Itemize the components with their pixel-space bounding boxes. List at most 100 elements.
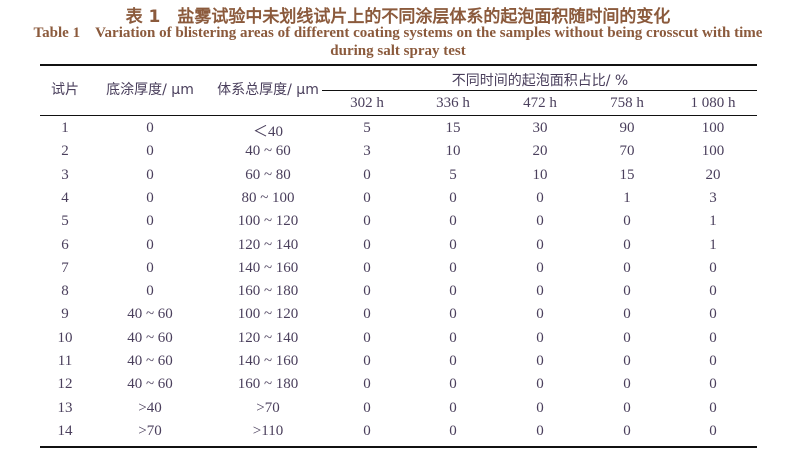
table-cell: 0 (363, 306, 371, 323)
table-cell: 3 (363, 143, 371, 160)
table-cell: 0 (449, 353, 457, 369)
table-cell: 0 (536, 259, 544, 276)
header-total-thickness: 体系总厚度/ μm (217, 82, 319, 98)
table-cell: 3 (709, 189, 717, 206)
table-cell: 100 (701, 120, 725, 136)
table-cell: 12 (57, 376, 73, 393)
table-cell: 0 (146, 213, 154, 230)
table-cell: 10 (445, 143, 461, 160)
table-cell: 0 (536, 353, 544, 369)
table-cell: 0 (146, 236, 154, 253)
table-cell: 0 (449, 399, 457, 416)
table-cell: 0 (363, 353, 371, 369)
table-cell: 0 (536, 306, 544, 323)
table-cell: 0 (146, 120, 154, 136)
header-time: 472 h (523, 95, 557, 111)
table-cell: 0 (536, 189, 544, 206)
table-cell: 0 (623, 376, 631, 393)
top-rule (40, 64, 757, 66)
table-cell: 0 (146, 143, 154, 160)
table-cell: 10 (57, 329, 73, 346)
table-cell: 0 (536, 399, 544, 416)
table-cell: 0 (146, 189, 154, 206)
table-cell: 0 (623, 283, 631, 300)
table-cell: 0 (709, 259, 717, 276)
table-cell: 20 (705, 166, 721, 183)
table-cell: 0 (363, 189, 371, 206)
table-cell: 0 (146, 166, 154, 183)
table-cell: 100 ~ 120 (237, 213, 299, 230)
table-cell: 0 (449, 259, 457, 276)
table-cell: ＜40 (252, 124, 284, 140)
table-cell: 0 (623, 353, 631, 369)
table-cell: 6 (61, 236, 69, 253)
table-cell: 1 (709, 213, 717, 230)
table-cell: 0 (623, 399, 631, 416)
table-cell: 8 (61, 283, 69, 300)
header-time: 302 h (350, 95, 384, 111)
table-cell: 120 ~ 140 (237, 329, 299, 346)
table-cell: 0 (449, 189, 457, 206)
table-cell: 40 ~ 60 (127, 353, 173, 369)
table-cell: 1 (61, 120, 69, 136)
table-cell: 15 (445, 120, 461, 136)
table-cell: 15 (619, 166, 635, 183)
table-cell: 40 ~ 60 (127, 376, 173, 393)
table-cell: 100 ~ 120 (237, 306, 299, 323)
table-cell: 14 (57, 422, 73, 439)
header-time: 336 h (436, 95, 470, 111)
table-cell: 2 (61, 143, 69, 160)
table-cell: 0 (363, 236, 371, 253)
table-cell: 0 (449, 283, 457, 300)
header-blister-area-group: 不同时间的起泡面积占比/ % (451, 73, 629, 89)
table-cell: 0 (363, 422, 371, 439)
table-cell: 0 (709, 376, 717, 393)
table-cell: 0 (363, 399, 371, 416)
table-cell: 1 (709, 236, 717, 253)
table-cell: 0 (449, 329, 457, 346)
table-cell: 0 (363, 259, 371, 276)
header-sample: 试片 (51, 82, 79, 98)
table-cell: 0 (449, 213, 457, 230)
table-cell: >70 (138, 422, 162, 439)
table-cell: 0 (709, 306, 717, 323)
table-cell: 0 (623, 259, 631, 276)
table-cell: 0 (536, 236, 544, 253)
table-cell: 100 (701, 143, 725, 160)
table-cell: 0 (363, 329, 371, 346)
table-cell: 0 (146, 283, 154, 300)
table-cell: 5 (363, 120, 371, 136)
group-rule (322, 90, 757, 91)
table-cell: 0 (623, 306, 631, 323)
table-cell: 0 (449, 376, 457, 393)
header-rule (40, 115, 757, 116)
table-cell: 40 ~ 60 (245, 143, 291, 160)
table-cell: 0 (449, 422, 457, 439)
table-cell: 0 (449, 306, 457, 323)
table-cell: 4 (61, 189, 69, 206)
table-cell: 160 ~ 180 (237, 376, 299, 393)
table-cell: 11 (57, 353, 73, 369)
table-cell: 13 (57, 399, 73, 416)
table-cell: 0 (623, 422, 631, 439)
table-cell: 30 (532, 120, 548, 136)
table-cell: 0 (623, 236, 631, 253)
table-title-en-line1: Table 1 Variation of blistering areas of… (33, 25, 763, 41)
table-cell: 120 ~ 140 (237, 236, 299, 253)
header-primer-thickness: 底涂厚度/ μm (106, 82, 194, 98)
table-cell: 90 (619, 120, 635, 136)
table-cell: >70 (256, 399, 280, 416)
table-cell: 0 (146, 259, 154, 276)
table-cell: 10 (532, 166, 548, 183)
table-cell: 5 (449, 166, 457, 183)
table-title-en-line2: during salt spray test (330, 43, 466, 59)
header-time: 758 h (610, 95, 644, 111)
table-cell: 40 ~ 60 (127, 329, 173, 346)
table-cell: 0 (536, 213, 544, 230)
table-cell: 80 ~ 100 (241, 189, 295, 206)
table-cell: 70 (619, 143, 635, 160)
table-cell: 0 (536, 329, 544, 346)
table-cell: 140 ~ 160 (237, 259, 299, 276)
table-cell: 0 (363, 376, 371, 393)
table-cell: 0 (536, 422, 544, 439)
